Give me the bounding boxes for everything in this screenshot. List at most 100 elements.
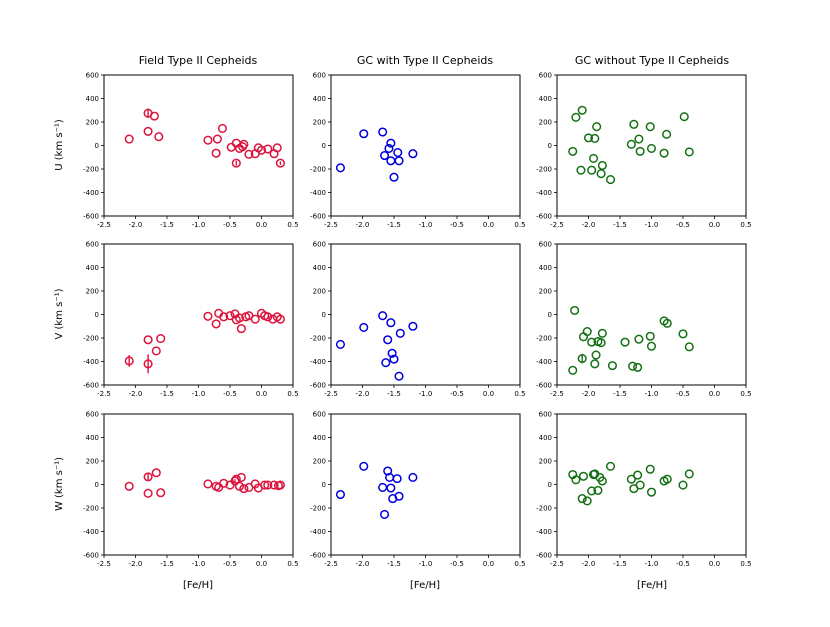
x-tick-label: -1.0 — [192, 390, 206, 398]
data-point — [384, 143, 394, 153]
x-tick-label: -1.5 — [387, 390, 401, 398]
data-point — [582, 496, 592, 506]
data-point — [335, 339, 346, 350]
x-tick-label: -0.5 — [223, 221, 237, 229]
x-tick-label: -2.0 — [582, 221, 596, 229]
data-point — [225, 311, 235, 321]
x-tick-label: 0.5 — [287, 221, 298, 229]
data-point — [634, 334, 644, 344]
data-point — [143, 359, 153, 369]
data-point — [393, 148, 403, 158]
panel-u-1: -2.5 -2.0 -1.5 -1.0 -0.5 0.0 0.5 -600 -400 -200 0 2… — [83, 72, 298, 230]
data-point — [359, 129, 369, 139]
data-point — [156, 488, 166, 498]
y-tick-label: -200 — [310, 335, 326, 343]
x-axis-label-col-3: [Fe/H] — [637, 580, 667, 591]
x-tick-label: 0.5 — [514, 221, 525, 229]
data-point — [646, 487, 657, 497]
x-tick-label: -2.5 — [97, 560, 111, 568]
y-tick-label: -600 — [536, 552, 552, 560]
data-point — [590, 359, 600, 369]
y-tick-label: -200 — [83, 505, 99, 513]
data-point — [143, 472, 153, 482]
data-point — [380, 150, 390, 161]
data-point — [588, 153, 599, 163]
x-tick-label: -0.5 — [450, 390, 464, 398]
y-tick-label: 400 — [539, 95, 552, 103]
y-tick-label: 600 — [86, 241, 99, 249]
y-tick-label: -400 — [83, 528, 99, 536]
x-tick-label: 0.5 — [740, 560, 751, 568]
x-tick-label: -1.5 — [387, 221, 401, 229]
y-tick-label: 400 — [86, 434, 99, 442]
data-point — [151, 346, 161, 356]
data-point — [219, 478, 229, 488]
row-label-v: V (km s⁻¹) — [54, 288, 65, 339]
panel-v-1: -2.5 -2.0 -1.5 -1.0 -0.5 0.0 0.5 -600 -400 -200 0 2… — [83, 241, 298, 399]
x-tick-label: 0.0 — [256, 390, 267, 398]
panel-v-3: -2.5 -2.0 -1.5 -1.0 -0.5 0.0 0.5 -600 -400 -200 0 2… — [536, 241, 751, 399]
data-point — [378, 127, 388, 137]
data-point — [590, 133, 600, 143]
y-tick-label: -200 — [83, 166, 99, 174]
data-point — [662, 318, 672, 328]
data-point — [263, 144, 273, 154]
x-tick-label: -1.0 — [419, 560, 433, 568]
y-tick-label: -600 — [536, 382, 552, 390]
column-title-gc-without: GC without Type II Cepheids — [575, 54, 730, 67]
x-tick-label: -2.0 — [129, 390, 143, 398]
data-point — [684, 469, 694, 479]
y-tick-label: -600 — [310, 213, 326, 221]
data-point — [217, 123, 227, 134]
data-point — [143, 335, 153, 345]
y-tick-label: -200 — [536, 166, 552, 174]
x-tick-label: 0.5 — [287, 560, 298, 568]
x-tick-label: -1.0 — [419, 390, 433, 398]
data-point — [269, 480, 279, 490]
data-point — [387, 348, 397, 358]
data-point — [143, 488, 153, 498]
data-point — [272, 143, 282, 153]
y-tick-label: 600 — [313, 241, 326, 249]
data-point — [260, 480, 270, 490]
x-tick-label: 0.0 — [709, 221, 720, 229]
data-point — [646, 341, 657, 351]
data-point — [577, 354, 587, 364]
y-tick-label: 200 — [86, 458, 99, 466]
x-tick-label: 0.5 — [740, 221, 751, 229]
data-point — [395, 328, 405, 338]
data-point — [596, 338, 606, 348]
x-tick-label: -2.0 — [129, 560, 143, 568]
data-point — [633, 362, 643, 372]
data-point — [231, 158, 241, 168]
column-title-field: Field Type II Cepheids — [139, 54, 258, 67]
y-tick-label: 0 — [548, 142, 552, 150]
y-tick-label: -200 — [310, 166, 326, 174]
data-point — [659, 148, 669, 158]
panel-v-2: -2.5 -2.0 -1.5 -1.0 -0.5 0.0 0.5 -600 -400 -200 0 2… — [310, 241, 525, 399]
data-point — [263, 480, 273, 490]
data-point — [203, 311, 213, 321]
x-tick-label: -2.0 — [356, 390, 370, 398]
data-point — [234, 481, 244, 491]
y-tick-label: 0 — [95, 481, 99, 489]
data-point — [394, 371, 404, 381]
y-tick-label: -600 — [83, 552, 99, 560]
data-point — [408, 472, 418, 483]
x-tick-label: -2.0 — [129, 221, 143, 229]
x-tick-label: -1.5 — [613, 560, 627, 568]
x-tick-label: -1.5 — [160, 390, 174, 398]
y-tick-label: 0 — [322, 311, 326, 319]
x-tick-label: -1.0 — [192, 560, 206, 568]
y-tick-label: -600 — [310, 382, 326, 390]
x-tick-label: -1.0 — [645, 221, 659, 229]
x-tick-label: -2.0 — [356, 560, 370, 568]
data-point — [392, 474, 402, 484]
y-tick-label: -400 — [310, 528, 326, 536]
data-point — [124, 481, 134, 491]
x-tick-label: 0.5 — [514, 560, 525, 568]
y-tick-label: 200 — [86, 288, 99, 296]
data-point — [203, 135, 213, 145]
x-tick-label: -2.5 — [550, 390, 564, 398]
x-tick-label: -2.0 — [582, 390, 596, 398]
